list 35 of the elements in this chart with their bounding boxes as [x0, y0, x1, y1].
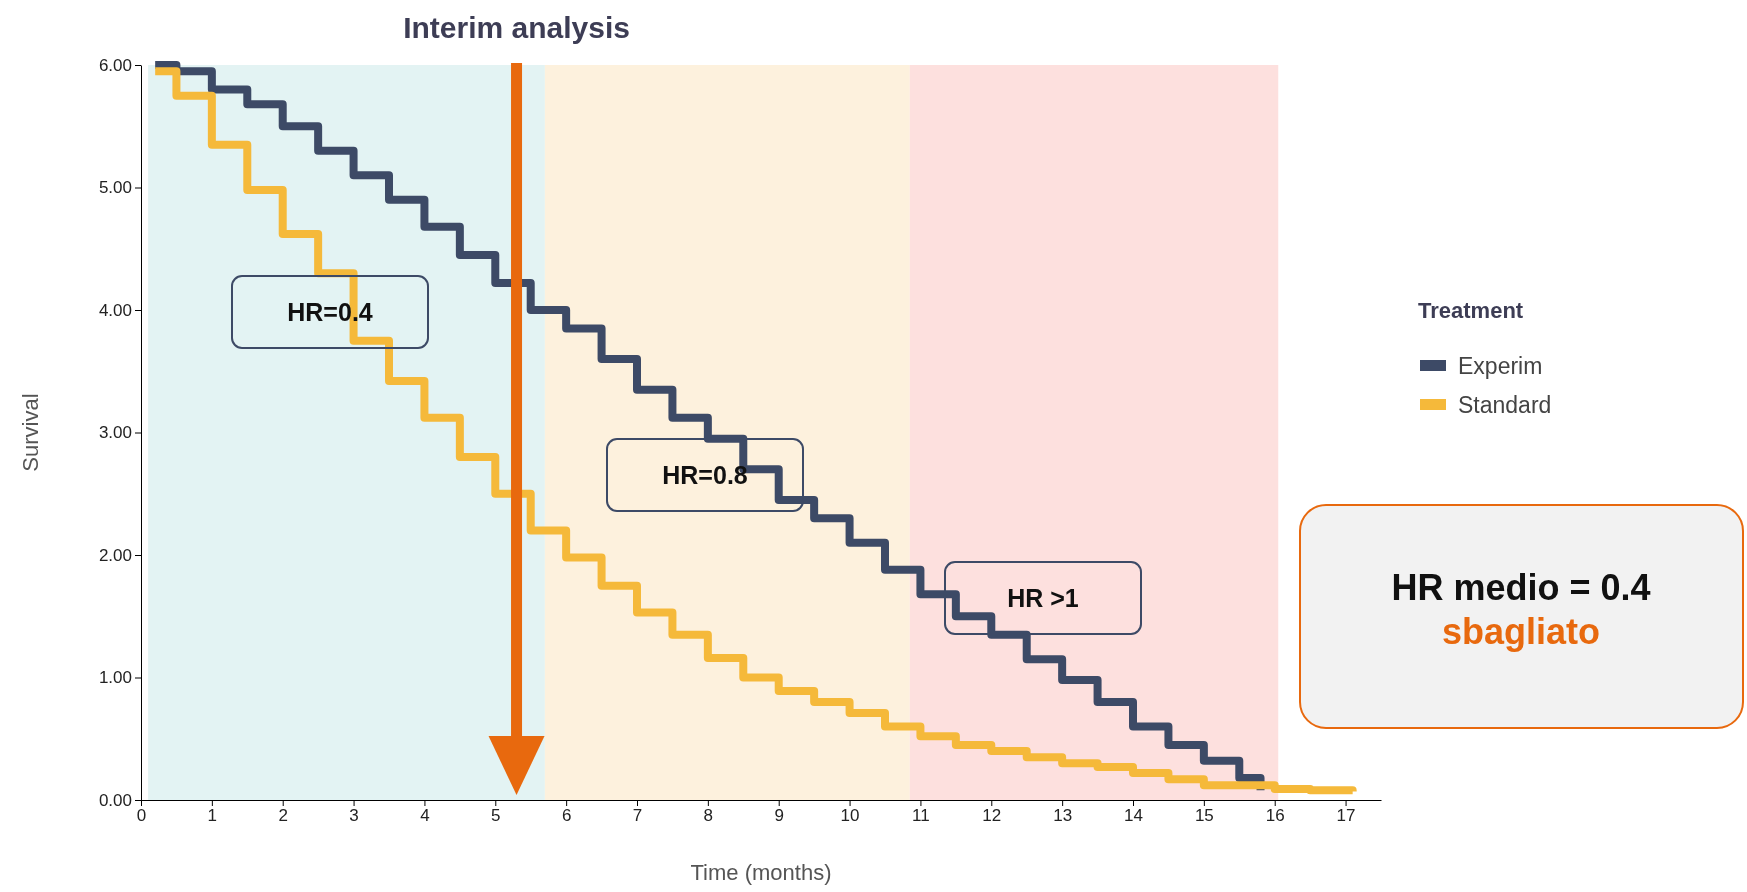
annotation: HR >1: [1007, 584, 1079, 612]
x-tick-label: 16: [1265, 806, 1285, 826]
x-tick-label: 2: [278, 806, 288, 826]
y-axis-title: Survival: [18, 393, 43, 472]
y-tick-label: 2.00: [98, 545, 132, 565]
x-tick-label: 8: [703, 806, 714, 826]
x-tick-label: 11: [912, 806, 930, 826]
x-tick-label: 13: [1053, 806, 1073, 826]
x-tick-label: 10: [840, 806, 860, 826]
x-tick-label: 7: [632, 806, 643, 826]
x-axis-title: Time (months): [690, 860, 832, 885]
x-tick-label: 5: [491, 806, 501, 826]
x-tick-label: 17: [1336, 806, 1356, 826]
x-tick-label: 15: [1194, 806, 1214, 826]
legend-label: Standard: [1458, 392, 1552, 418]
x-tick-label: 4: [420, 806, 430, 826]
y-tick-label: 5.00: [98, 178, 132, 198]
legend-label: Experim: [1458, 353, 1543, 379]
ref-line-label: Interim analysis: [403, 11, 630, 44]
y-tick-label: 6.00: [98, 55, 132, 75]
x-tick-label: 3: [349, 806, 359, 826]
x-tick-label: 1: [207, 806, 218, 826]
x-tick-label: 12: [982, 806, 1002, 826]
legend-title: Treatment: [1418, 298, 1524, 323]
x-tick-label: 9: [774, 806, 784, 826]
annotation: HR=0.8: [662, 461, 748, 489]
y-tick-label: 0.00: [98, 790, 132, 810]
y-tick-label: 4.00: [98, 300, 132, 320]
y-tick-label: 3.00: [98, 423, 132, 443]
text: HR medio = 0.4: [1391, 567, 1651, 608]
x-tick-label: 14: [1124, 806, 1143, 826]
text: sbagliato: [1441, 611, 1601, 652]
x-tick-label: 6: [561, 806, 572, 826]
y-tick-label: 1.00: [98, 668, 132, 688]
x-tick-label: 0: [136, 806, 147, 826]
